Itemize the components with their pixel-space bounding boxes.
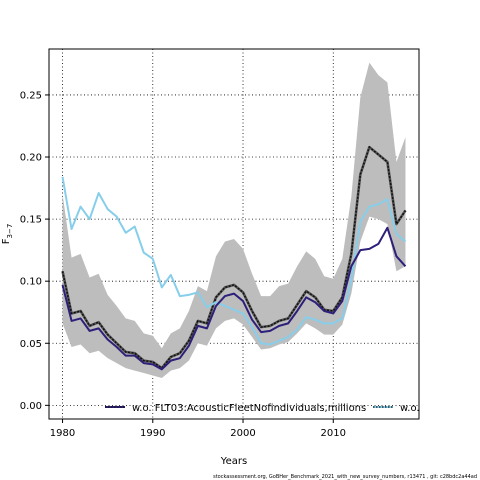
legend-label-light: w.o. bbox=[400, 403, 420, 414]
x-axis-title: Years bbox=[220, 456, 247, 467]
y-tick-label-1: 0.05 bbox=[20, 339, 42, 350]
x-tick-label-0: 1980 bbox=[50, 428, 75, 439]
y-tick-label-4: 0.20 bbox=[20, 153, 42, 164]
y-axis-title-sub: 3−7 bbox=[6, 224, 14, 239]
footnote: stockassessment.org, GoBHer_Benchmark_20… bbox=[213, 474, 477, 480]
series-line-2-shadow bbox=[61, 145, 407, 370]
x-tick-label-3: 2010 bbox=[321, 428, 346, 439]
y-axis: 0.00 0.05 0.10 0.15 0.20 0.25 bbox=[20, 90, 49, 412]
series-line-1 bbox=[61, 176, 407, 346]
y-axis-title-main: F bbox=[1, 238, 12, 244]
y-tick-label-3: 0.15 bbox=[20, 215, 42, 226]
x-axis: 1980 1990 2000 2010 bbox=[50, 419, 346, 439]
series-lines bbox=[61, 145, 407, 371]
series-line-0 bbox=[61, 226, 407, 371]
x-tick-label-2: 2000 bbox=[230, 428, 255, 439]
x-tick-label-1: 1990 bbox=[140, 428, 165, 439]
legend-label-dark: w.o. FLT03:AcousticFleetNofindividuals,m… bbox=[132, 403, 366, 414]
y-tick-label-2: 0.10 bbox=[20, 277, 42, 288]
y-tick-label-0: 0.00 bbox=[20, 401, 42, 412]
legend: w.o. FLT03:AcousticFleetNofindividuals,m… bbox=[105, 403, 420, 414]
confidence-band bbox=[62, 62, 406, 379]
plot-frame bbox=[48, 48, 420, 420]
y-tick-label-5: 0.25 bbox=[20, 90, 42, 101]
y-axis-title: F3−7 bbox=[1, 224, 14, 245]
